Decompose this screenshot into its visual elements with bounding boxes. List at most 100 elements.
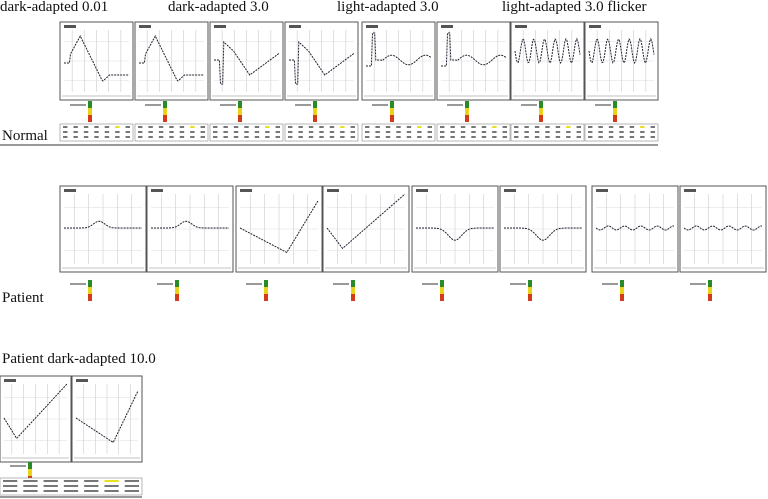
waveform [504,227,582,241]
table-cell [440,126,445,128]
table-cell [385,136,391,138]
table-cell [481,136,487,138]
table-cell [125,136,130,138]
table-cell [588,131,593,133]
table-cell [169,136,174,138]
panel-caption [139,25,151,28]
table-cell [427,136,432,138]
color-bar [613,101,617,108]
color-bar-label [372,104,388,106]
color-bar [465,108,469,115]
table-cell [265,131,270,133]
table-cell [514,131,519,133]
table-cell [608,131,614,133]
color-bar [163,115,167,122]
table-cell [319,126,324,128]
table-cell [43,490,58,492]
color-bar-label [447,104,463,106]
color-bar [539,108,543,115]
table-cell [190,136,195,138]
color-bar [88,280,92,287]
column-heading: light-adapted 3.0 flicker [502,0,647,15]
table-cell [534,136,540,138]
table-cell [640,131,645,133]
table-cell [566,126,571,128]
table-cell [115,131,120,133]
table-cell [63,480,79,482]
color-bar-label [10,465,26,467]
table-cell [329,136,335,138]
color-bar [708,294,712,301]
table-cell [534,126,540,128]
color-bar-label [70,104,86,106]
color-bar-label [422,283,438,285]
color-bar [313,101,317,108]
table-cell [524,126,529,128]
color-bar [351,280,355,287]
table-cell [440,136,445,138]
color-bar-label [602,283,618,285]
table-cell [124,485,139,487]
column-heading: dark-adapted 3.0 [168,0,269,15]
waveform [588,37,655,65]
color-bar [440,294,444,301]
table-cell [213,136,218,138]
panel-caption [515,25,527,28]
table-cell [650,126,655,128]
table-cell [73,126,78,128]
table-cell [492,126,497,128]
table-cell [233,126,239,128]
row-label: Normal [2,128,48,144]
color-bar [708,280,712,287]
color-bar [390,108,394,115]
table-cell [365,136,370,138]
table-cell [200,136,205,138]
waveform [64,220,142,229]
table-cell [73,136,78,138]
table-cell [460,126,466,128]
table-cell [63,136,68,138]
color-bar [708,287,712,294]
color-bar-label [333,283,349,285]
panel-caption [441,25,453,28]
table-cell [84,480,99,482]
panel-caption [4,379,16,382]
table-cell [406,126,412,128]
waveform [239,200,319,254]
table-cell [115,126,120,128]
panel-caption [366,25,378,28]
table-cell [148,136,153,138]
table-cell [138,131,143,133]
table-cell [298,136,303,138]
table-cell [63,485,79,487]
table-cell [94,131,99,133]
color-bar [238,115,242,122]
table-cell [514,126,519,128]
table-cell [265,126,270,128]
table-cell [396,131,401,133]
table-cell [450,126,455,128]
color-bar-label [145,104,161,106]
table-cell [275,136,280,138]
table-cell [340,126,345,128]
table-cell [244,126,249,128]
table-cell [576,131,581,133]
table-cell [375,136,380,138]
color-bar [238,101,242,108]
table-cell [471,131,476,133]
color-bar [88,108,92,115]
panel-caption [151,189,163,192]
panel-caption [64,189,76,192]
waveform [326,193,406,250]
table-cell [244,136,249,138]
table-cell [329,126,335,128]
table-cell [23,485,38,487]
table-cell [3,485,18,487]
table-cell [396,136,401,138]
table-cell [481,126,487,128]
waveform [64,34,129,82]
row-label: Patient [2,290,44,306]
table-cell [471,136,476,138]
